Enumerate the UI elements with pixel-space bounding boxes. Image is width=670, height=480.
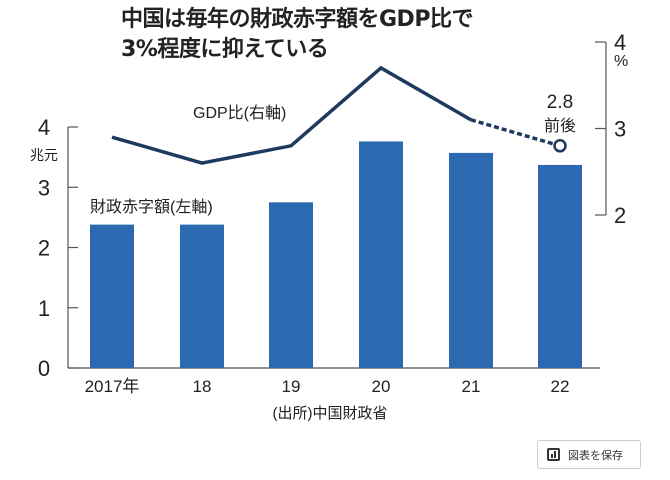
x-tick-label: 22 [551, 377, 570, 396]
bar-chart-icon [547, 448, 560, 461]
gdp-ratio-point [553, 139, 567, 153]
chart-title-line-1: 中国は毎年の財政赤字額をGDP比で [121, 7, 473, 32]
x-tick-label: 2017年 [85, 377, 140, 396]
left-axis-tick-label: 4 [38, 115, 50, 140]
annotation-text: 前後 [544, 117, 576, 135]
save-chart-button[interactable]: 図表を保存 [537, 440, 641, 469]
left-axis-tick-label: 2 [38, 236, 50, 261]
bar-18 [180, 224, 224, 368]
right-axis-tick-label: 3 [614, 117, 626, 142]
legend-line-label: GDP比(右軸) [193, 104, 286, 122]
gdp-ratio-line-solid [111, 65, 472, 165]
bar-21 [449, 152, 493, 368]
source-note: (出所)中国財政省 [273, 405, 388, 422]
left-axis-tick-label: 3 [38, 175, 50, 200]
x-tick-label: 20 [372, 377, 391, 396]
right-axis-unit: % [614, 53, 628, 70]
left-axis-unit: 兆元 [30, 147, 58, 163]
chart-title-line-2: 3%程度に抑えている [121, 37, 329, 62]
legend-bar-label: 財政赤字額(左軸) [90, 198, 213, 216]
right-axis-tick-label: 4 [614, 30, 626, 55]
bar-2017年 [90, 224, 134, 368]
left-axis-tick-label: 0 [38, 356, 50, 381]
bar-19 [269, 202, 313, 368]
x-tick-label: 21 [462, 377, 481, 396]
bar-22 [538, 164, 582, 368]
x-tick-label: 18 [193, 377, 212, 396]
right-axis-tick-label: 2 [614, 203, 626, 228]
save-chart-label: 図表を保存 [568, 448, 623, 462]
x-tick-label: 19 [282, 377, 301, 396]
left-axis-tick-label: 1 [38, 296, 50, 321]
bar-20 [359, 141, 403, 368]
annotation-value: 2.8 [547, 92, 573, 113]
